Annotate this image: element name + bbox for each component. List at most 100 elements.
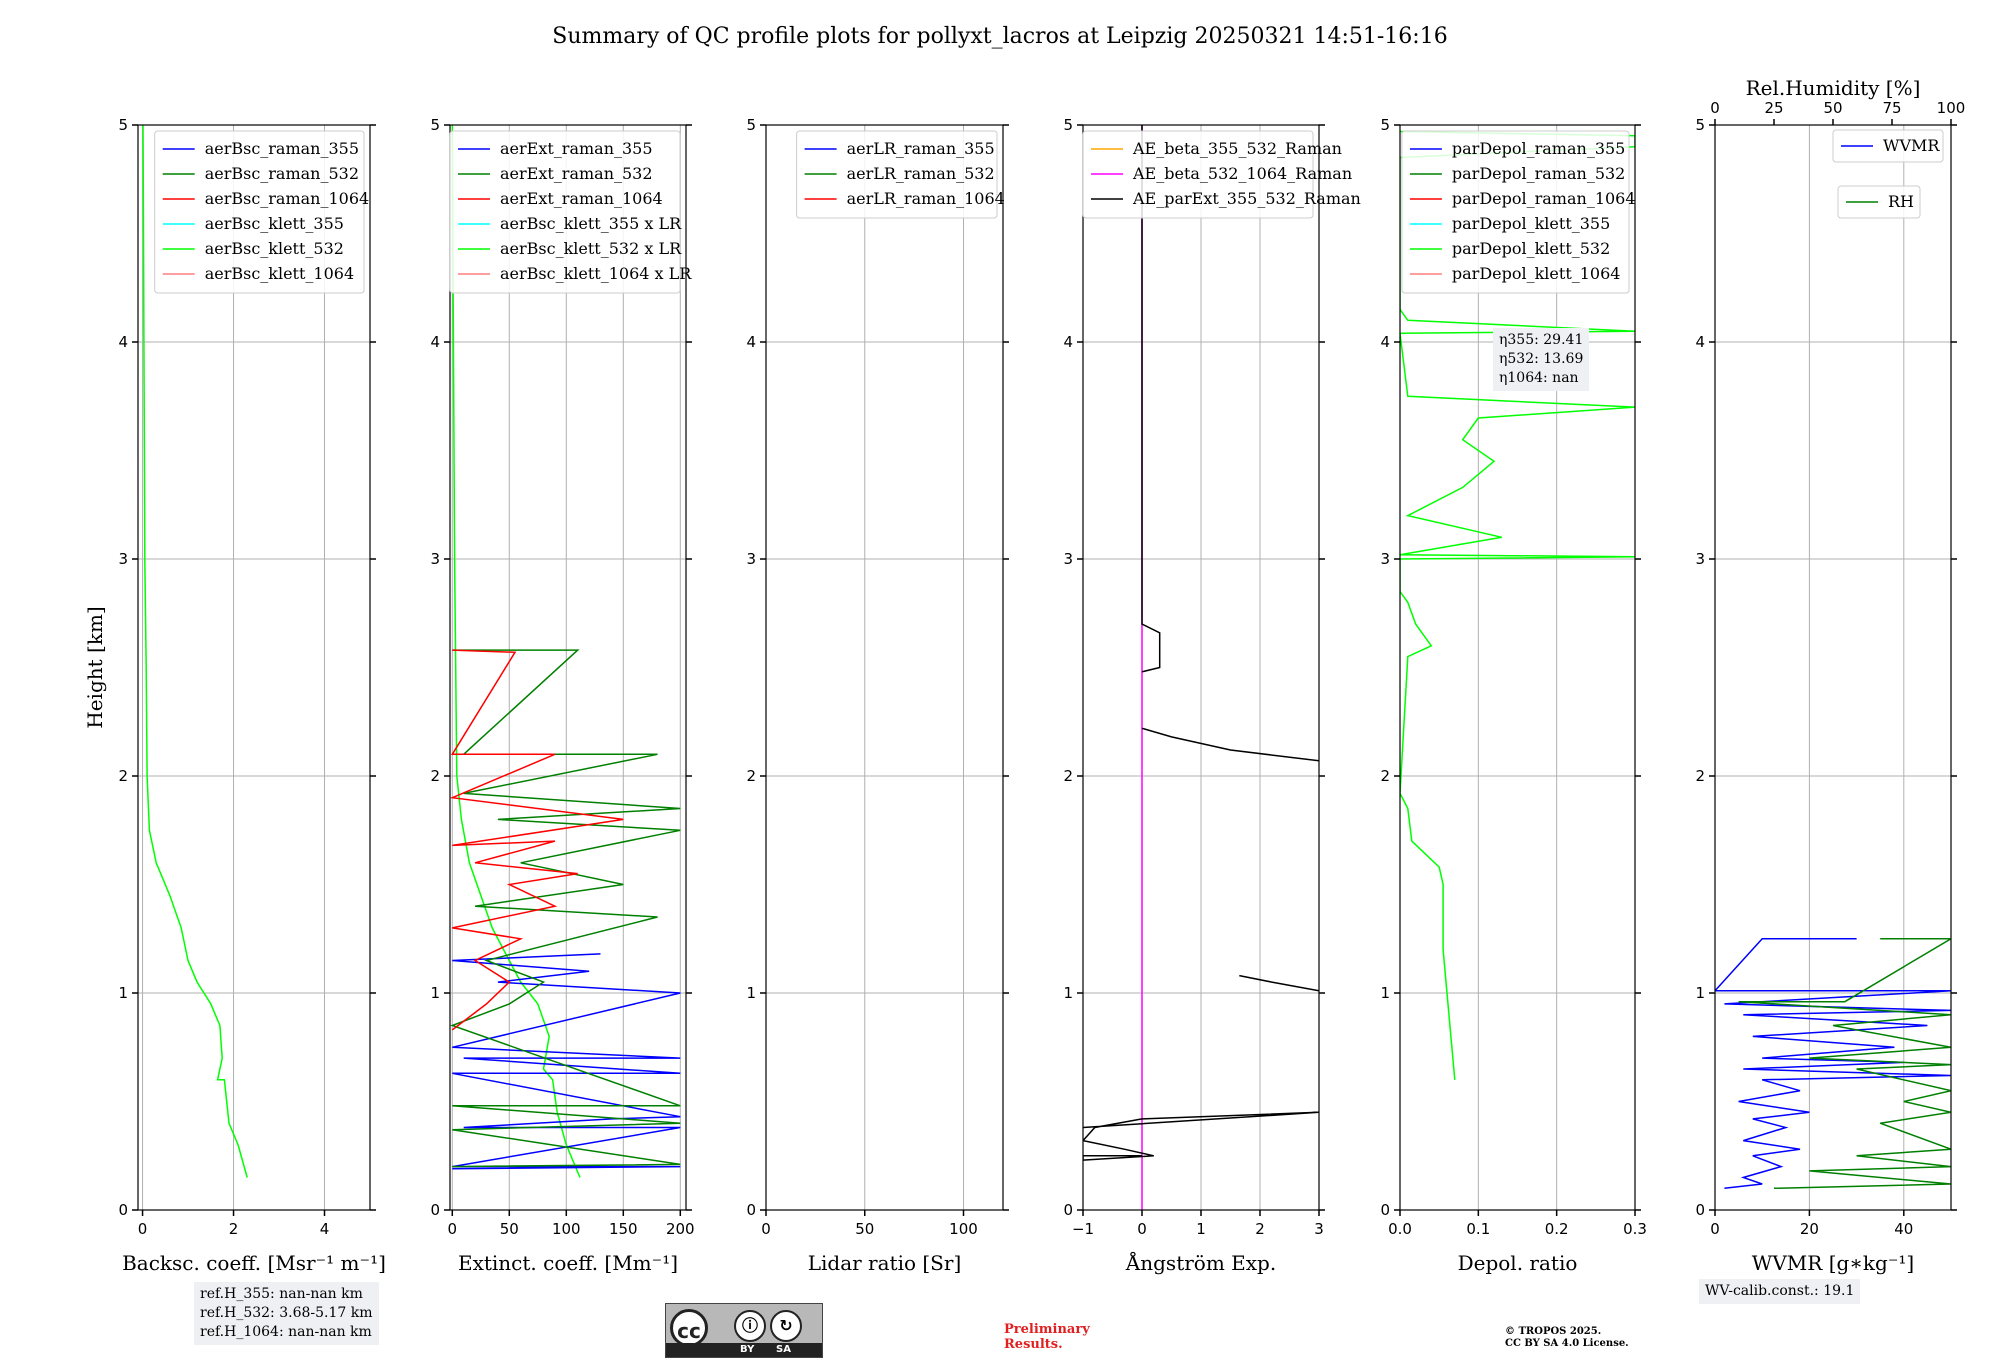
eta-355: η355: 29.41 [1499, 332, 1584, 348]
legend-box [449, 130, 681, 294]
y-tick-label: 4 [746, 333, 756, 351]
wv-calib-constant: WV-calib.const.: 19.1 [1705, 1283, 1855, 1299]
y-tick-label: 0 [1380, 1201, 1390, 1219]
y-tick-label: 3 [1063, 550, 1073, 568]
x-tick-label: 4 [320, 1220, 330, 1238]
x-tick-label: 0.2 [1545, 1220, 1569, 1238]
y-tick-label: 3 [1380, 550, 1390, 568]
y-tick-label: 3 [1695, 550, 1705, 568]
x-tick-label: 100 [552, 1220, 581, 1238]
x2-tick-label: 50 [1823, 99, 1842, 117]
series-line [452, 953, 681, 1170]
legend-label: parDepol_raman_1064 [1452, 189, 1636, 208]
y-tick-label: 2 [430, 767, 440, 785]
legend-box [1837, 185, 1921, 219]
share-alike-icon: ↻ [770, 1310, 802, 1342]
y-tick-label: 4 [1063, 333, 1073, 351]
legend-label: aerBsc_klett_355 [205, 214, 344, 233]
legend-label: parDepol_raman_355 [1452, 139, 1625, 158]
y-tick-label: 2 [1063, 767, 1073, 785]
x-tick-label: 200 [666, 1220, 695, 1238]
axes-frame [1399, 124, 1636, 1211]
ref-height-532: ref.H_532: 3.68-5.17 km [200, 1305, 373, 1321]
x-tick-label: 20 [1800, 1220, 1819, 1238]
y-tick-label: 5 [1063, 116, 1073, 134]
y-tick-label: 5 [1380, 116, 1390, 134]
x2-axis-label: Rel.Humidity [%] [1746, 76, 1921, 100]
legend-label: parDepol_klett_355 [1452, 214, 1610, 233]
legend-box [1832, 129, 1944, 163]
y-tick-label: 2 [118, 767, 128, 785]
reference-height-box: ref.H_355: nan-nan km ref.H_532: 3.68-5.… [194, 1282, 379, 1345]
y-tick-label: 1 [430, 984, 440, 1002]
legend-label: parDepol_klett_532 [1452, 239, 1610, 258]
y-tick-label: 2 [1695, 767, 1705, 785]
y-tick-label: 4 [1695, 333, 1705, 351]
series-line [1400, 130, 1635, 1080]
y-tick-label: 1 [1380, 984, 1390, 1002]
y-axis-label: Height [km] [83, 606, 107, 728]
profile-panel-1: 0 1 2 3 4 5 0 2 4 Backsc. coeff. [Msr⁻¹ m⁻¹] Heigh… [83, 116, 386, 1275]
y-tick-label: 5 [430, 116, 440, 134]
eta-1064: η1064: nan [1499, 370, 1579, 386]
legend-label: aerLR_raman_1064 [847, 189, 1005, 208]
y-tick-label: 5 [118, 116, 128, 134]
x-tick-label: 40 [1894, 1220, 1913, 1238]
legend-box [796, 130, 998, 219]
legend-label: aerBsc_klett_1064 [205, 264, 354, 283]
y-tick-label: 0 [1063, 1201, 1073, 1219]
series-group [1083, 125, 1319, 1210]
legend-label: aerBsc_raman_1064 [205, 189, 370, 208]
legend-label: parDepol_klett_1064 [1452, 264, 1621, 283]
x-tick-label: 150 [609, 1220, 638, 1238]
wv-calibration-box: WV-calib.const.: 19.1 [1699, 1279, 1861, 1304]
legend-label: aerLR_raman_355 [847, 139, 995, 158]
series-group [1715, 938, 1951, 1190]
x-tick-label: −1 [1072, 1220, 1094, 1238]
series-line [451, 125, 581, 1178]
y-tick-label: 0 [1695, 1201, 1705, 1219]
legend-label: WVMR [1883, 136, 1940, 155]
axes-frame [137, 124, 371, 1211]
legend-label: aerExt_raman_1064 [500, 189, 663, 208]
x-tick-label: 0 [1710, 1220, 1720, 1238]
series-line [1141, 727, 1319, 762]
axes-frame [449, 124, 687, 1211]
y-tick-label: 3 [118, 550, 128, 568]
x-tick-label: 3 [1314, 1220, 1324, 1238]
x-tick-label: 0.0 [1388, 1220, 1412, 1238]
series-line [450, 649, 681, 1168]
copyright-line-2: CC BY SA 4.0 License. [1505, 1338, 1629, 1349]
cc-icon: cc [670, 1309, 708, 1347]
legend-label: AE_parExt_355_532_Raman [1132, 189, 1361, 208]
x-tick-label: 0 [1137, 1220, 1147, 1238]
y-tick-label: 1 [118, 984, 128, 1002]
y-tick-label: 2 [1380, 767, 1390, 785]
preliminary-line-1: Preliminary [1004, 1322, 1090, 1337]
x-tick-label: 0 [138, 1220, 148, 1238]
preliminary-line-2: Results. [1004, 1337, 1063, 1352]
series-line [1141, 125, 1161, 673]
x2-tick-label: 75 [1882, 99, 1901, 117]
series-line [450, 649, 624, 1031]
x-tick-label: 2 [229, 1220, 239, 1238]
y-tick-label: 4 [430, 333, 440, 351]
y-tick-label: 0 [746, 1201, 756, 1219]
legend-box [154, 130, 365, 294]
legend-label: aerBsc_klett_355 x LR [500, 214, 682, 233]
x-tick-label: 0 [448, 1220, 458, 1238]
legend-label: aerLR_raman_532 [847, 164, 995, 183]
ref-height-1064: ref.H_1064: nan-nan km [200, 1324, 372, 1340]
series-line [1738, 938, 1951, 1190]
legend-label: aerBsc_raman_355 [205, 139, 359, 158]
preliminary-note: Preliminary Results. [1004, 1322, 1090, 1352]
copyright-note: © TROPOS 2025. CC BY SA 4.0 License. [1505, 1326, 1629, 1350]
legend-label: RH [1888, 192, 1914, 211]
y-tick-label: 4 [118, 333, 128, 351]
legend-label: parDepol_raman_532 [1452, 164, 1625, 183]
y-tick-label: 3 [746, 550, 756, 568]
